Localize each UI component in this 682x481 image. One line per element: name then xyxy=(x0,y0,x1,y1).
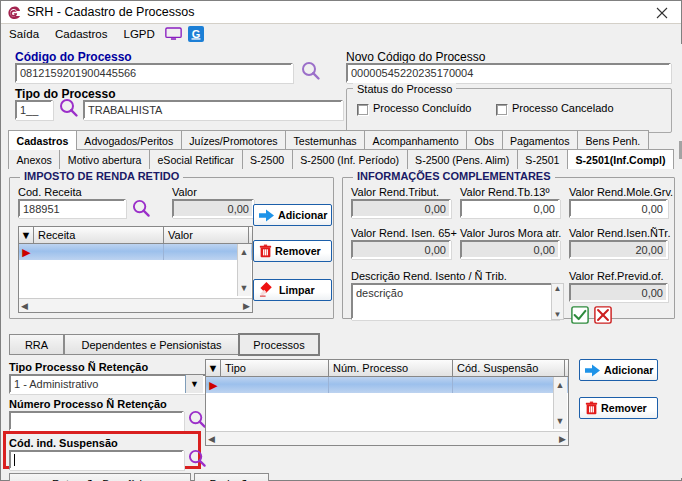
svg-text:G: G xyxy=(192,28,201,40)
